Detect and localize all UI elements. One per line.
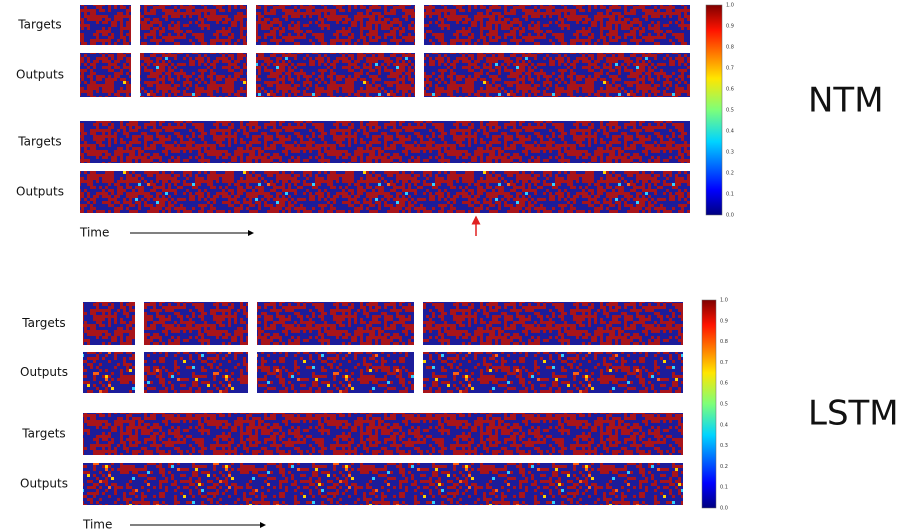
colorbar-tick-label: 0.0 xyxy=(726,213,734,219)
heatmap-panel xyxy=(80,171,690,213)
colorbar-tick-label: 0.8 xyxy=(720,339,728,345)
time-label: Time xyxy=(82,518,112,532)
colorbar-tick-label: 0.5 xyxy=(720,402,728,408)
heatmap-panel xyxy=(140,53,247,97)
colorbar-tick-label: 0.5 xyxy=(726,108,734,114)
heatmap-panel xyxy=(80,53,131,97)
colorbar-tick-label: 0.3 xyxy=(726,150,734,156)
colorbar-tick-label: 0.9 xyxy=(726,24,734,30)
heatmap-panel xyxy=(83,463,683,505)
time-label: Time xyxy=(79,226,109,240)
model-title: NTM xyxy=(808,81,884,121)
row-label: Targets xyxy=(17,18,61,32)
heatmap-panel xyxy=(424,53,690,97)
heatmap-panel xyxy=(256,5,415,45)
heatmap-panel xyxy=(257,352,414,393)
heatmap-panel xyxy=(83,352,135,393)
heatmap-panel xyxy=(80,5,131,45)
colorbar-tick-label: 1.0 xyxy=(726,3,734,9)
colorbar-tick-label: 0.1 xyxy=(726,192,734,198)
row-label: Outputs xyxy=(20,365,68,379)
heatmap-panel xyxy=(140,5,247,45)
colorbar-tick-label: 0.7 xyxy=(726,66,734,72)
colorbar-tick-label: 0.3 xyxy=(720,443,728,449)
heatmap-panel xyxy=(80,121,690,163)
heatmap-panel xyxy=(257,302,414,345)
row-label: Targets xyxy=(21,316,65,330)
heatmap-panel xyxy=(144,302,248,345)
colorbar-tick-label: 0.6 xyxy=(720,381,728,387)
colorbar-tick-label: 1.0 xyxy=(720,298,728,304)
colorbar-tick-label: 0.8 xyxy=(726,45,734,51)
colorbar xyxy=(705,4,723,216)
row-label: Outputs xyxy=(16,68,64,82)
model-title: LSTM xyxy=(808,394,899,434)
heatmap-panel xyxy=(424,5,690,45)
colorbar-tick-label: 0.1 xyxy=(720,485,728,491)
colorbar-tick-label: 0.4 xyxy=(720,422,728,428)
colorbar-tick-label: 0.2 xyxy=(726,171,734,177)
heatmap-panel xyxy=(423,302,683,345)
colorbar-tick-label: 0.0 xyxy=(720,506,728,512)
row-label: Outputs xyxy=(20,477,68,491)
row-label: Targets xyxy=(21,427,65,441)
colorbar-tick-label: 0.6 xyxy=(726,87,734,93)
row-label: Targets xyxy=(17,135,61,149)
colorbar-tick-label: 0.7 xyxy=(720,360,728,366)
heatmap-panel xyxy=(83,302,135,345)
colorbar xyxy=(701,299,717,509)
colorbar-tick-label: 0.4 xyxy=(726,129,734,135)
heatmap-panel xyxy=(83,413,683,455)
heatmap-panel xyxy=(256,53,415,97)
heatmap-panel xyxy=(423,352,683,393)
colorbar-tick-label: 0.2 xyxy=(720,464,728,470)
row-label: Outputs xyxy=(16,185,64,199)
colorbar-tick-label: 0.9 xyxy=(720,318,728,324)
heatmap-panel xyxy=(144,352,248,393)
